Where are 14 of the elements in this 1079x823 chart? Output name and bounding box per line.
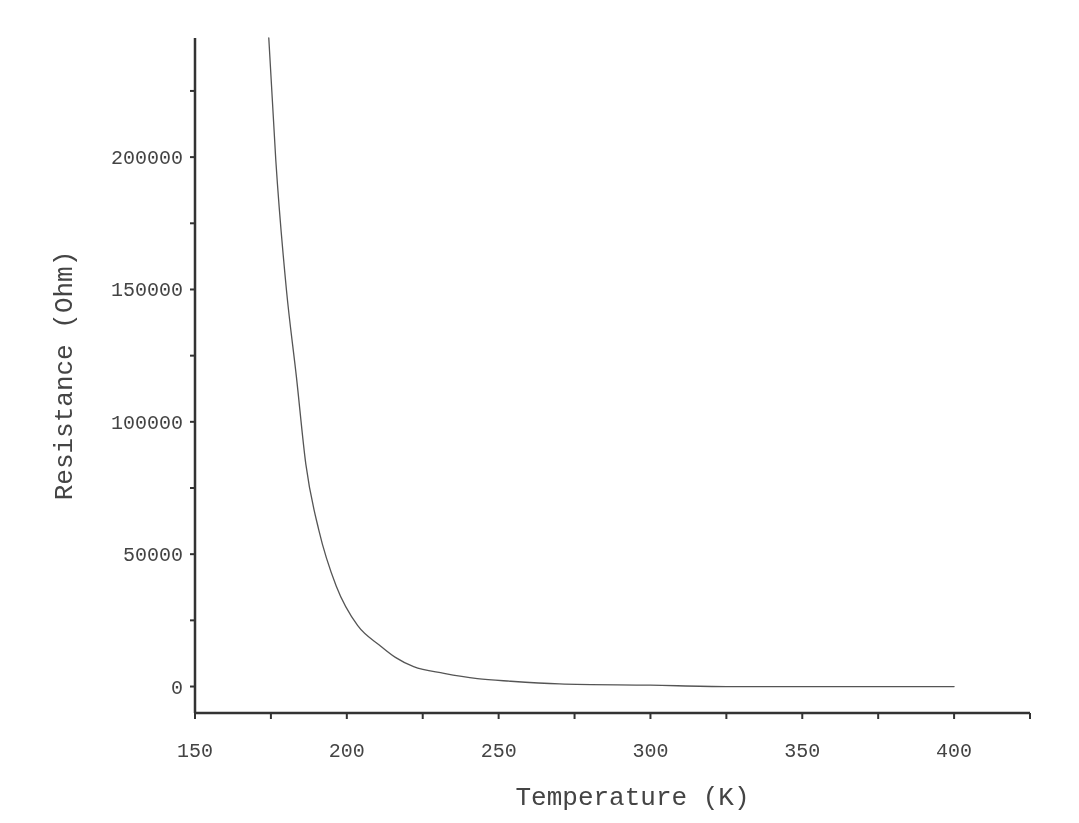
x-tick-label: 400 xyxy=(936,740,973,763)
x-tick-label: 300 xyxy=(632,740,669,763)
x-axis-title: Temperature (K) xyxy=(515,783,750,813)
x-tick-label: 200 xyxy=(328,740,365,763)
x-tick-label: 250 xyxy=(480,740,517,763)
y-axis-title: Resistance (Ohm) xyxy=(50,250,80,501)
x-tick-label: 350 xyxy=(784,740,821,763)
line-series xyxy=(268,37,955,688)
y-tick-label: 0 xyxy=(170,676,183,700)
y-tick-label: 200000 xyxy=(110,147,183,171)
x-tick-label: 150 xyxy=(176,740,214,763)
y-tick-label: 100000 xyxy=(110,411,183,435)
y-tick-label: 50000 xyxy=(122,544,183,568)
y-tick-label: 150000 xyxy=(110,279,183,303)
